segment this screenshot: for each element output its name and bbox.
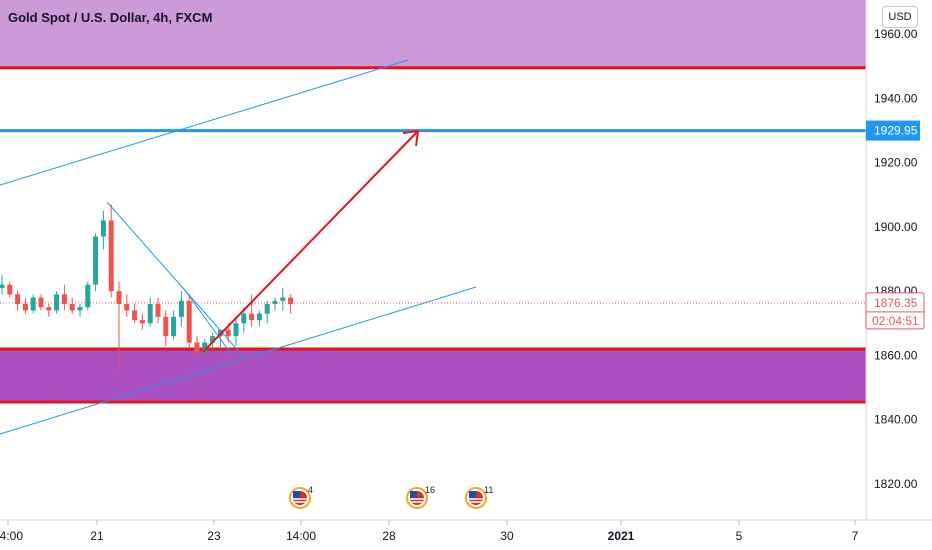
flag-canton [293,491,300,498]
zone-1 [0,349,866,403]
time-tick-label: 21 [90,529,104,543]
projection-arrow-head [402,129,420,147]
candle-body [77,307,83,311]
time-tick-label: 14:00 [286,529,316,543]
candle-body [61,294,67,304]
candle-body [15,294,21,304]
horizontal-level-tag-label: 1929.95 [874,124,918,138]
flag-canton [469,491,476,498]
price-axis[interactable]: 1960.001940.001920.001900.001880.001860.… [874,27,918,491]
candle-body [249,313,255,321]
candle-body [210,336,216,343]
price-tick-label: 1820.00 [874,477,918,491]
candle-body [116,291,122,304]
upper-channel-line [0,59,409,186]
candle-body [202,342,208,353]
candle-body [7,284,13,295]
flag-canton [410,491,417,498]
candle-body [46,307,52,311]
price-tick-label: 1960.00 [874,27,918,41]
candle-body [69,304,75,311]
price-tick-label: 1940.00 [874,91,918,105]
lower-channel-line [0,286,477,435]
projection-arrow-line [202,131,418,353]
time-tick-label: 2021 [608,529,635,543]
candle-body [194,342,200,353]
time-tick-label: 30 [500,529,514,543]
candle-body [163,316,169,337]
candle-body [272,300,278,304]
descending-trend-line [106,201,243,356]
time-axis[interactable]: 14:00 21 23 14:00 28 30 2021 5 7 [0,520,859,543]
event-count: 11 [484,485,493,495]
price-tick-label: 1900.00 [874,220,918,234]
overlay-layer [0,129,866,353]
candle-body [0,284,5,288]
candle-body [288,297,294,304]
candle-body [280,297,286,301]
candle-body [186,300,192,343]
candle-body [264,304,270,314]
currency-button[interactable]: USD [882,6,918,28]
candle-body [139,320,145,324]
time-tick-label: 5 [736,529,743,543]
last-price-tag-label: 1876.35 [874,296,918,310]
event-count: 16 [425,485,435,495]
candle-body [30,297,36,311]
trend-layer [0,59,477,435]
candle-body [108,220,114,292]
candles-layer [0,204,294,372]
horizontal-level-tag [866,120,920,141]
candle-body [171,316,177,337]
candle-body [124,304,130,311]
last-price-tag [865,292,925,330]
candle-body [155,304,161,317]
candle-body [93,236,99,285]
candle-body [22,304,28,311]
candle-body [233,323,239,337]
time-tick-label: 14:00 [0,529,23,543]
events-layer[interactable]: 4 16 11 [289,485,493,509]
candle-body [147,304,153,324]
time-tick-label: 23 [207,529,221,543]
zones-layer [0,0,866,404]
price-tick-label: 1860.00 [874,348,918,362]
candle-body [241,313,247,324]
candle-body [38,297,44,308]
time-tick-label: 7 [852,529,859,543]
candle-body [256,313,262,321]
descending-trend-line-2 [183,288,233,356]
candle-body [178,300,184,317]
chart-title: Gold Spot / U.S. Dollar, 4h, FXCM [8,10,212,25]
zone-0 [0,0,866,68]
candle-body [100,220,106,237]
countdown-label: 02:04:51 [872,314,919,328]
time-tick-label: 28 [382,529,396,543]
event-count: 4 [308,485,313,495]
price-tick-label: 1920.00 [874,156,918,170]
candle-body [54,294,60,311]
price-tags: 1929.95 1876.35 02:04:51 [865,120,925,330]
price-tick-label: 1840.00 [874,413,918,427]
candle-body [132,310,138,321]
candle-body [85,284,91,308]
candle-body [225,329,231,337]
